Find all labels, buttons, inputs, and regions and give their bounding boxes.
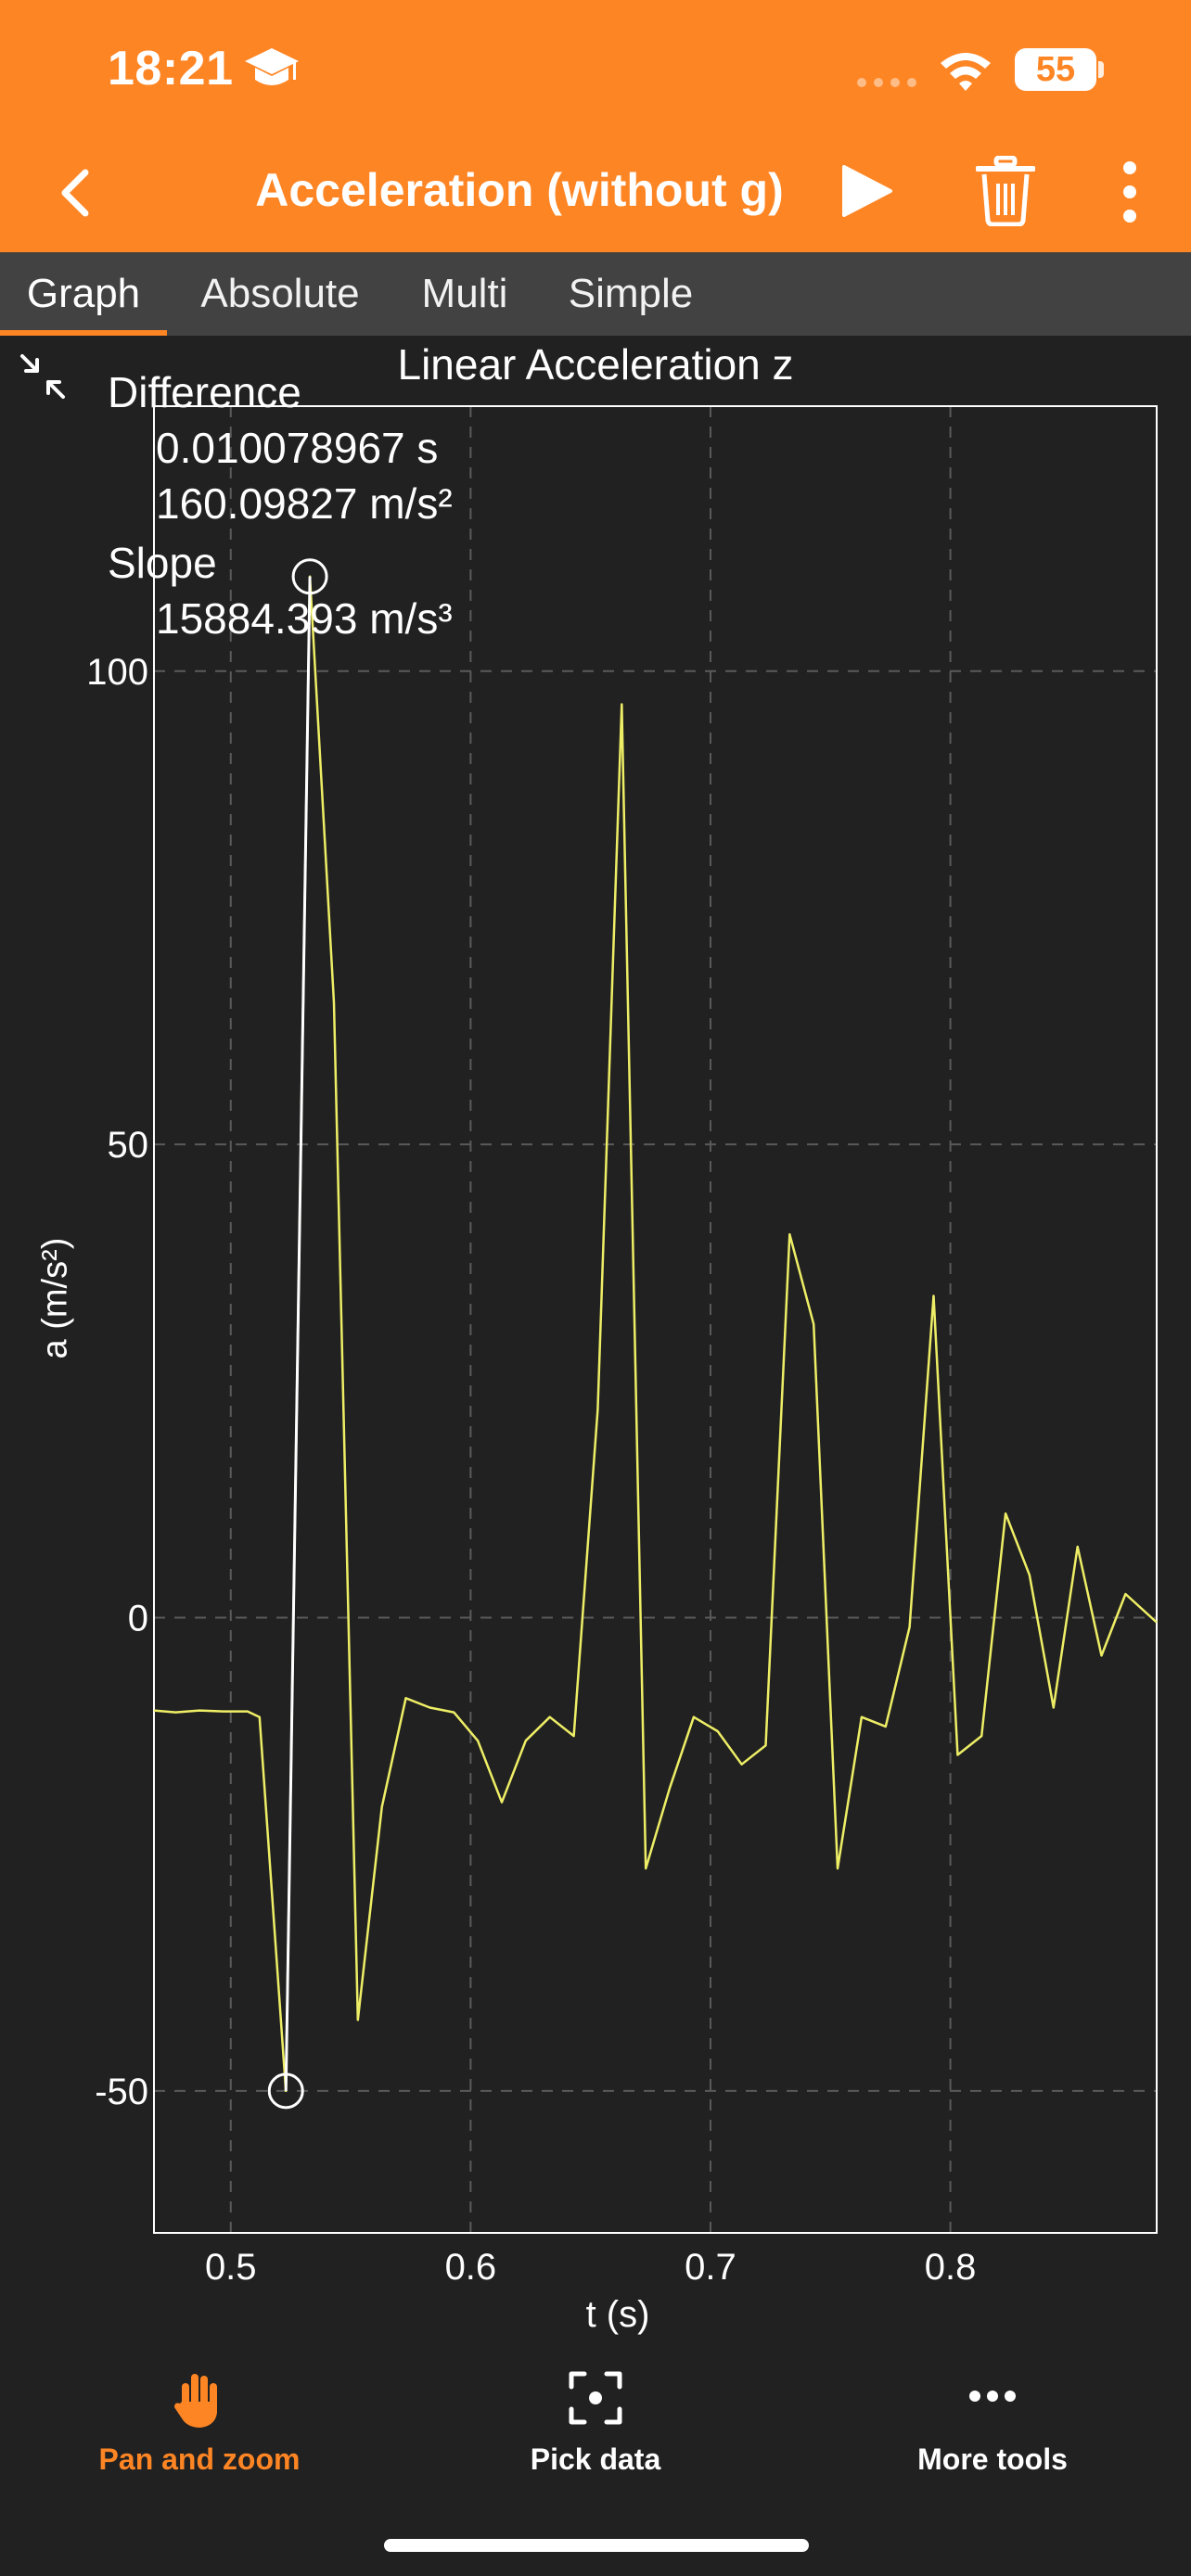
x-axis-label: t (s): [585, 2294, 650, 2335]
view-tabs: Graph Absolute Multi Simple: [0, 252, 1191, 336]
chart-title: Linear Acceleration z: [397, 340, 794, 389]
trash-icon[interactable]: [976, 156, 1035, 226]
collapse-arrows-icon[interactable]: [19, 352, 67, 401]
plot-frame: [153, 405, 1158, 2234]
back-chevron-icon[interactable]: [50, 167, 102, 219]
more-horizontal-icon[interactable]: [968, 2389, 1017, 2404]
active-tab-indicator: [0, 330, 167, 336]
y-tick-label: 100: [86, 652, 148, 693]
wifi-icon: [941, 53, 991, 91]
x-tick-label: 0.8: [925, 2247, 977, 2288]
tab-absolute[interactable]: Absolute: [200, 271, 360, 316]
tab-simple[interactable]: Simple: [568, 271, 694, 316]
y-tick-label: 50: [108, 1125, 149, 1166]
difference-label: Difference: [108, 368, 301, 416]
graduation-cap-icon: [245, 48, 299, 85]
difference-accel-value: 160.09827 m/s²: [156, 479, 453, 528]
page-title: Acceleration (without g): [255, 164, 784, 216]
difference-time-value: 0.010078967 s: [156, 424, 439, 472]
selection-marker-start: [267, 2072, 304, 2110]
hand-icon[interactable]: [173, 2370, 224, 2429]
selection-line: [284, 576, 312, 2091]
pick-data-icon[interactable]: [568, 2370, 623, 2426]
cellular-signal-icon: [857, 78, 916, 87]
pan-zoom-label[interactable]: Pan and zoom: [98, 2442, 301, 2476]
y-tick-label: -50: [95, 2072, 148, 2112]
x-tick-label: 0.7: [685, 2247, 736, 2288]
pick-data-label[interactable]: Pick data: [530, 2442, 661, 2476]
series-line: [153, 575, 1158, 2093]
more-vertical-icon[interactable]: [1113, 159, 1146, 224]
battery-indicator: 55: [1015, 48, 1096, 91]
status-time: 18:21: [108, 42, 234, 96]
more-tools-label[interactable]: More tools: [917, 2442, 1068, 2476]
slope-value: 15884.393 m/s³: [156, 594, 453, 643]
play-icon[interactable]: [839, 163, 894, 219]
app-header: [0, 0, 1191, 252]
selection-marker-end: [291, 558, 328, 595]
x-tick-label: 0.5: [205, 2247, 257, 2288]
x-tick-label: 0.6: [445, 2247, 497, 2288]
slope-label: Slope: [108, 539, 217, 587]
tab-graph[interactable]: Graph: [26, 271, 141, 316]
y-axis-label: a (m/s²): [35, 1237, 75, 1359]
home-indicator: [384, 2539, 809, 2552]
y-tick-label: 0: [128, 1599, 148, 1639]
battery-tip: [1098, 61, 1104, 78]
tab-multi[interactable]: Multi: [421, 271, 508, 316]
